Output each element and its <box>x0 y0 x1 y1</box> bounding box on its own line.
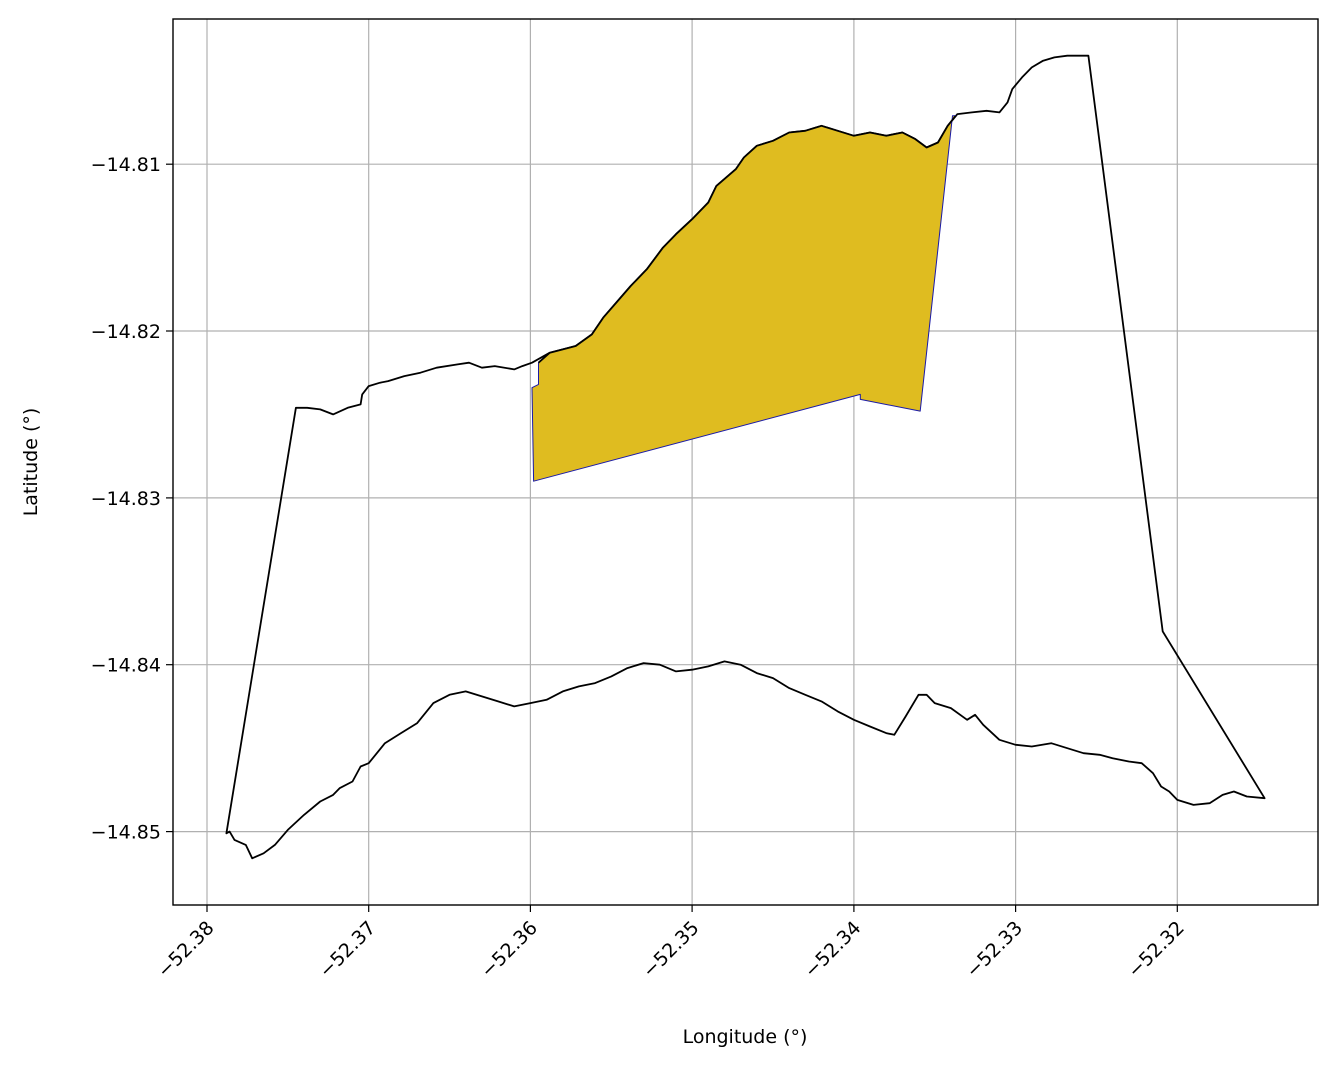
x-tick-label: −52.34 <box>800 917 865 982</box>
x-tick-label: −52.35 <box>638 917 703 982</box>
y-tick-label: −14.85 <box>91 822 161 844</box>
plot-frame <box>172 18 1319 906</box>
highlighted-region <box>531 115 957 482</box>
y-tick-label: −14.81 <box>91 154 161 176</box>
x-tick-label: −52.33 <box>962 917 1027 982</box>
y-tick-label: −14.83 <box>91 488 161 510</box>
x-axis-ticks: −52.38 −52.37 −52.36 −52.35 −52.34 −52.33 −52.… <box>153 905 1189 982</box>
x-axis-label: Longitude (°) <box>683 1026 808 1048</box>
y-tick-label: −14.84 <box>91 655 161 677</box>
x-tick-label: −52.36 <box>477 917 542 982</box>
x-tick-label: −52.38 <box>153 917 218 982</box>
grid-lines <box>173 19 1318 905</box>
x-tick-label: −52.37 <box>315 917 380 982</box>
boundary-overlay-edge <box>537 115 957 364</box>
x-tick-label: −52.32 <box>1124 917 1189 982</box>
y-tick-label: −14.82 <box>91 321 161 343</box>
y-axis-label: Latitude (°) <box>20 408 42 517</box>
map-shapes <box>225 54 1266 860</box>
y-axis-ticks: −14.81 −14.82 −14.83 −14.84 −14.85 <box>91 154 173 844</box>
